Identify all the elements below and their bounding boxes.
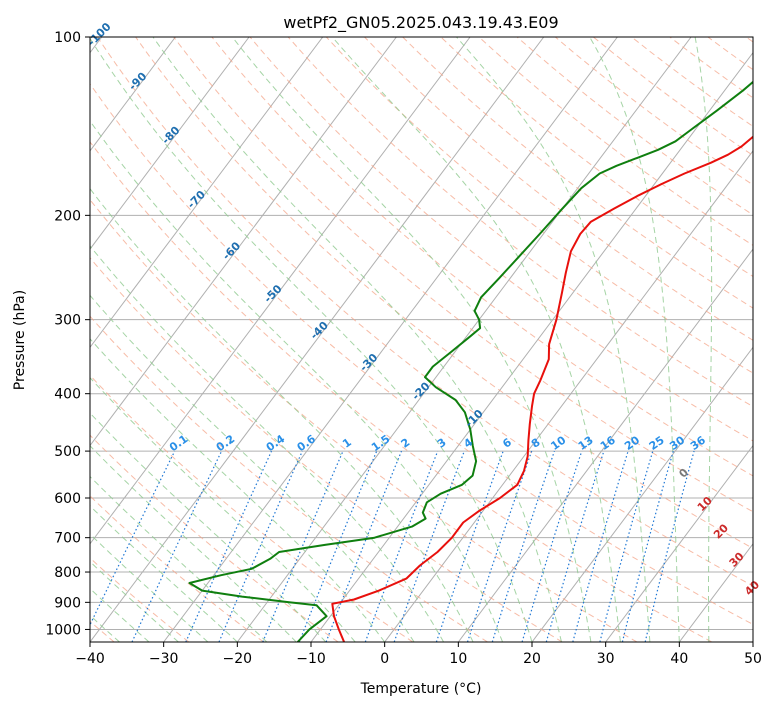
x-axis-title: Temperature (°C) [360,681,482,697]
y-tick-label: 900 [54,595,81,611]
y-tick-label: 100 [54,30,81,46]
chart-title: wetPf2_GN05.2025.043.19.43.E09 [283,13,558,33]
x-tick-label: −40 [75,651,105,667]
x-tick-label: 20 [523,651,541,667]
x-tick-label: 30 [597,651,615,667]
x-tick-label: −10 [296,651,326,667]
x-tick-label: 10 [449,651,467,667]
y-tick-label: 800 [54,565,81,581]
y-tick-label: 200 [54,208,81,224]
y-tick-label: 300 [54,313,81,329]
y-tick-label: 500 [54,444,81,460]
x-tick-label: 0 [380,651,389,667]
x-tick-label: 50 [744,651,762,667]
y-tick-label: 600 [54,491,81,507]
y-tick-label: 400 [54,387,81,403]
x-tick-label: 40 [670,651,688,667]
x-tick-label: −30 [149,651,179,667]
y-axis-title: Pressure (hPa) [12,290,28,390]
y-tick-label: 1000 [45,622,81,638]
y-tick-label: 700 [54,531,81,547]
x-tick-label: −20 [223,651,253,667]
